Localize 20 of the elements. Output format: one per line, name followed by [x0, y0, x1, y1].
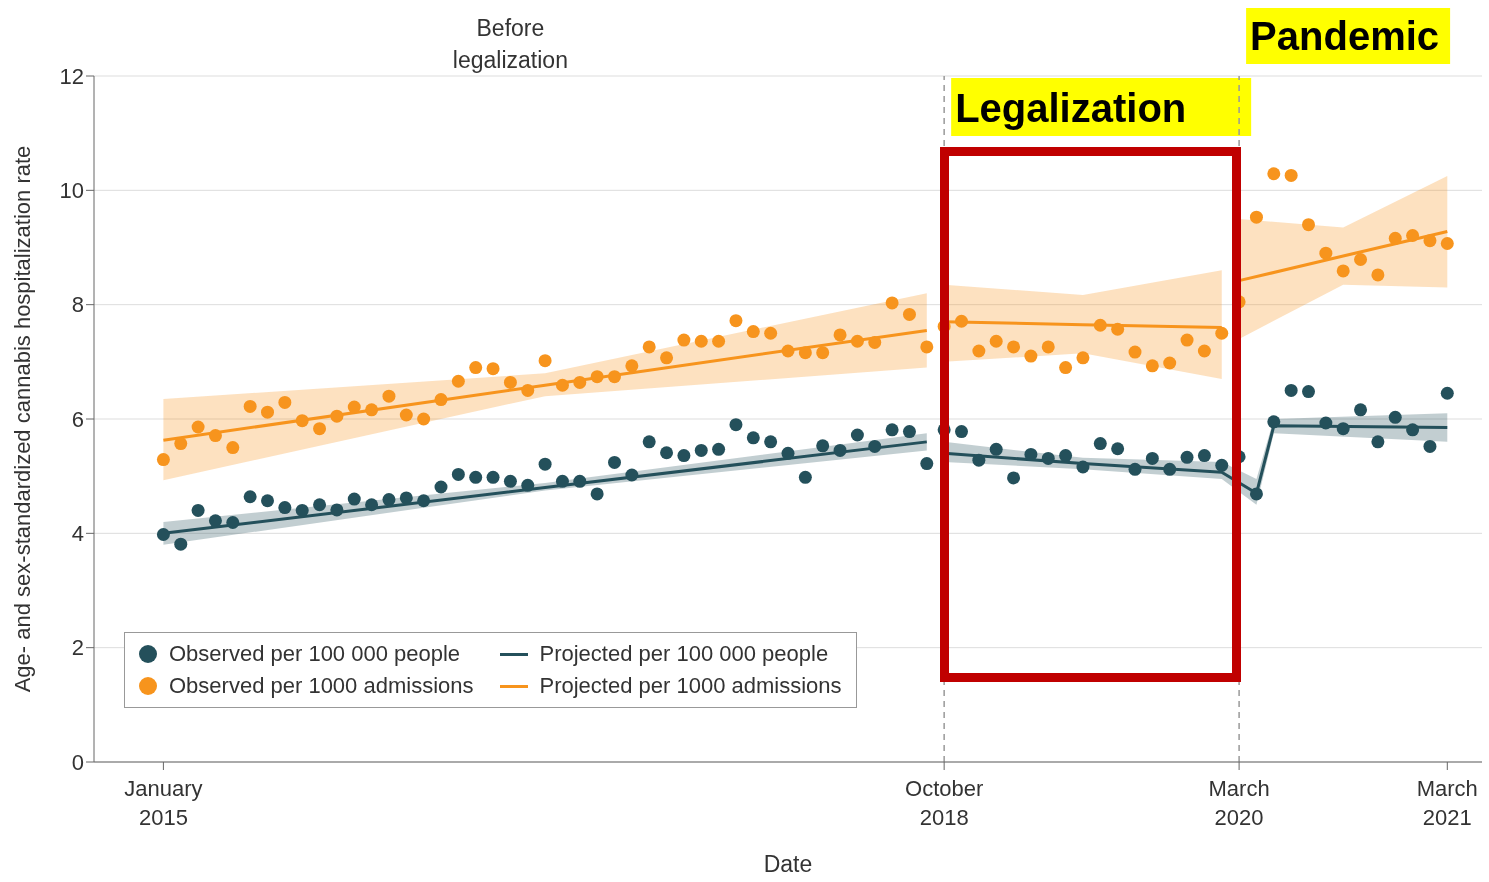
y-tick-label: 2: [71, 635, 84, 661]
legend-label: Observed per 1000 admissions: [169, 673, 474, 699]
x-tick-label: March 2021: [1416, 776, 1478, 830]
y-tick-label: 8: [71, 292, 84, 318]
ref-line-label: Legalization: [955, 86, 1187, 130]
y-tick-label: 6: [71, 406, 84, 432]
x-tick-label: October 2018: [905, 776, 984, 830]
ref-line-label: Pandemic: [1250, 14, 1440, 58]
legend-label: Projected per 1000 admissions: [539, 673, 842, 699]
y-tick-label: 10: [59, 178, 84, 204]
y-tick-label: 4: [71, 521, 84, 547]
x-axis-title: Date: [763, 851, 813, 877]
x-tick-label: January 2015: [124, 776, 203, 830]
x-tick-label: March 2020: [1208, 776, 1270, 830]
y-axis-title: Age- and sex-standardized cannabis hospitalization rate: [9, 145, 35, 693]
text: Before legalization: [451, 14, 569, 75]
legend-label: Projected per 100 000 people: [539, 641, 829, 667]
y-tick-label: 0: [71, 749, 84, 775]
legend-label: Observed per 100 000 people: [169, 641, 461, 667]
y-tick-label: 12: [59, 63, 84, 89]
